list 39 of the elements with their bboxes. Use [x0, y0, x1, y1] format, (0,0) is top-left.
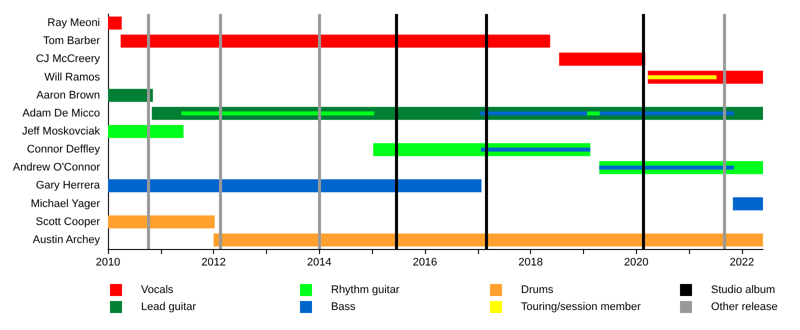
bar	[108, 124, 184, 138]
y-tick-label: Tom Barber	[43, 35, 100, 48]
y-tick-label: Jeff Moskovciak	[22, 126, 100, 138]
x-tick-label: 2014	[307, 256, 332, 268]
legend-label: Other release	[711, 301, 778, 313]
legend-label: Vocals	[141, 284, 174, 296]
bar	[108, 215, 215, 228]
y-tick-label: Ray Meoni	[47, 17, 100, 30]
bar	[599, 166, 734, 170]
y-tick-label: Will Ramos	[44, 71, 100, 84]
y-tick-label: Michael Yager	[30, 198, 100, 210]
y-tick-label: Connor Deffley	[26, 144, 100, 156]
x-tick-label: 2012	[201, 256, 226, 268]
bar	[480, 111, 734, 116]
bar	[648, 75, 717, 80]
x-tick-label: 2016	[412, 256, 438, 268]
legend-label: Studio album	[711, 284, 776, 296]
y-tick-label: Aaron Brown	[36, 89, 100, 102]
y-tick-label: Andrew O'Connor	[12, 162, 100, 174]
x-tick-label: 2018	[518, 256, 543, 268]
y-tick-label: Austin Archey	[32, 234, 100, 246]
legend-label: Drums	[521, 284, 554, 296]
bar	[480, 148, 590, 152]
bar	[108, 16, 122, 30]
legend-label: Touring/session member	[521, 301, 642, 313]
y-tick-label: CJ McCreery	[36, 53, 100, 66]
legend-label: Rhythm guitar	[331, 284, 400, 296]
x-tick-label: 2022	[730, 256, 754, 268]
legend-label: Lead guitar	[141, 301, 196, 313]
x-tick-label: 2010	[96, 256, 120, 268]
y-tick-label: Gary Herrera	[36, 180, 101, 192]
legend-label: Bass	[331, 301, 356, 313]
bar	[214, 233, 763, 246]
y-tick-label: Adam De Micco	[22, 107, 100, 120]
bar	[587, 111, 600, 116]
y-tick-label: Scott Cooper	[36, 216, 100, 228]
bar	[108, 88, 153, 102]
bar	[120, 34, 550, 48]
x-tick-label: 2020	[624, 256, 648, 268]
